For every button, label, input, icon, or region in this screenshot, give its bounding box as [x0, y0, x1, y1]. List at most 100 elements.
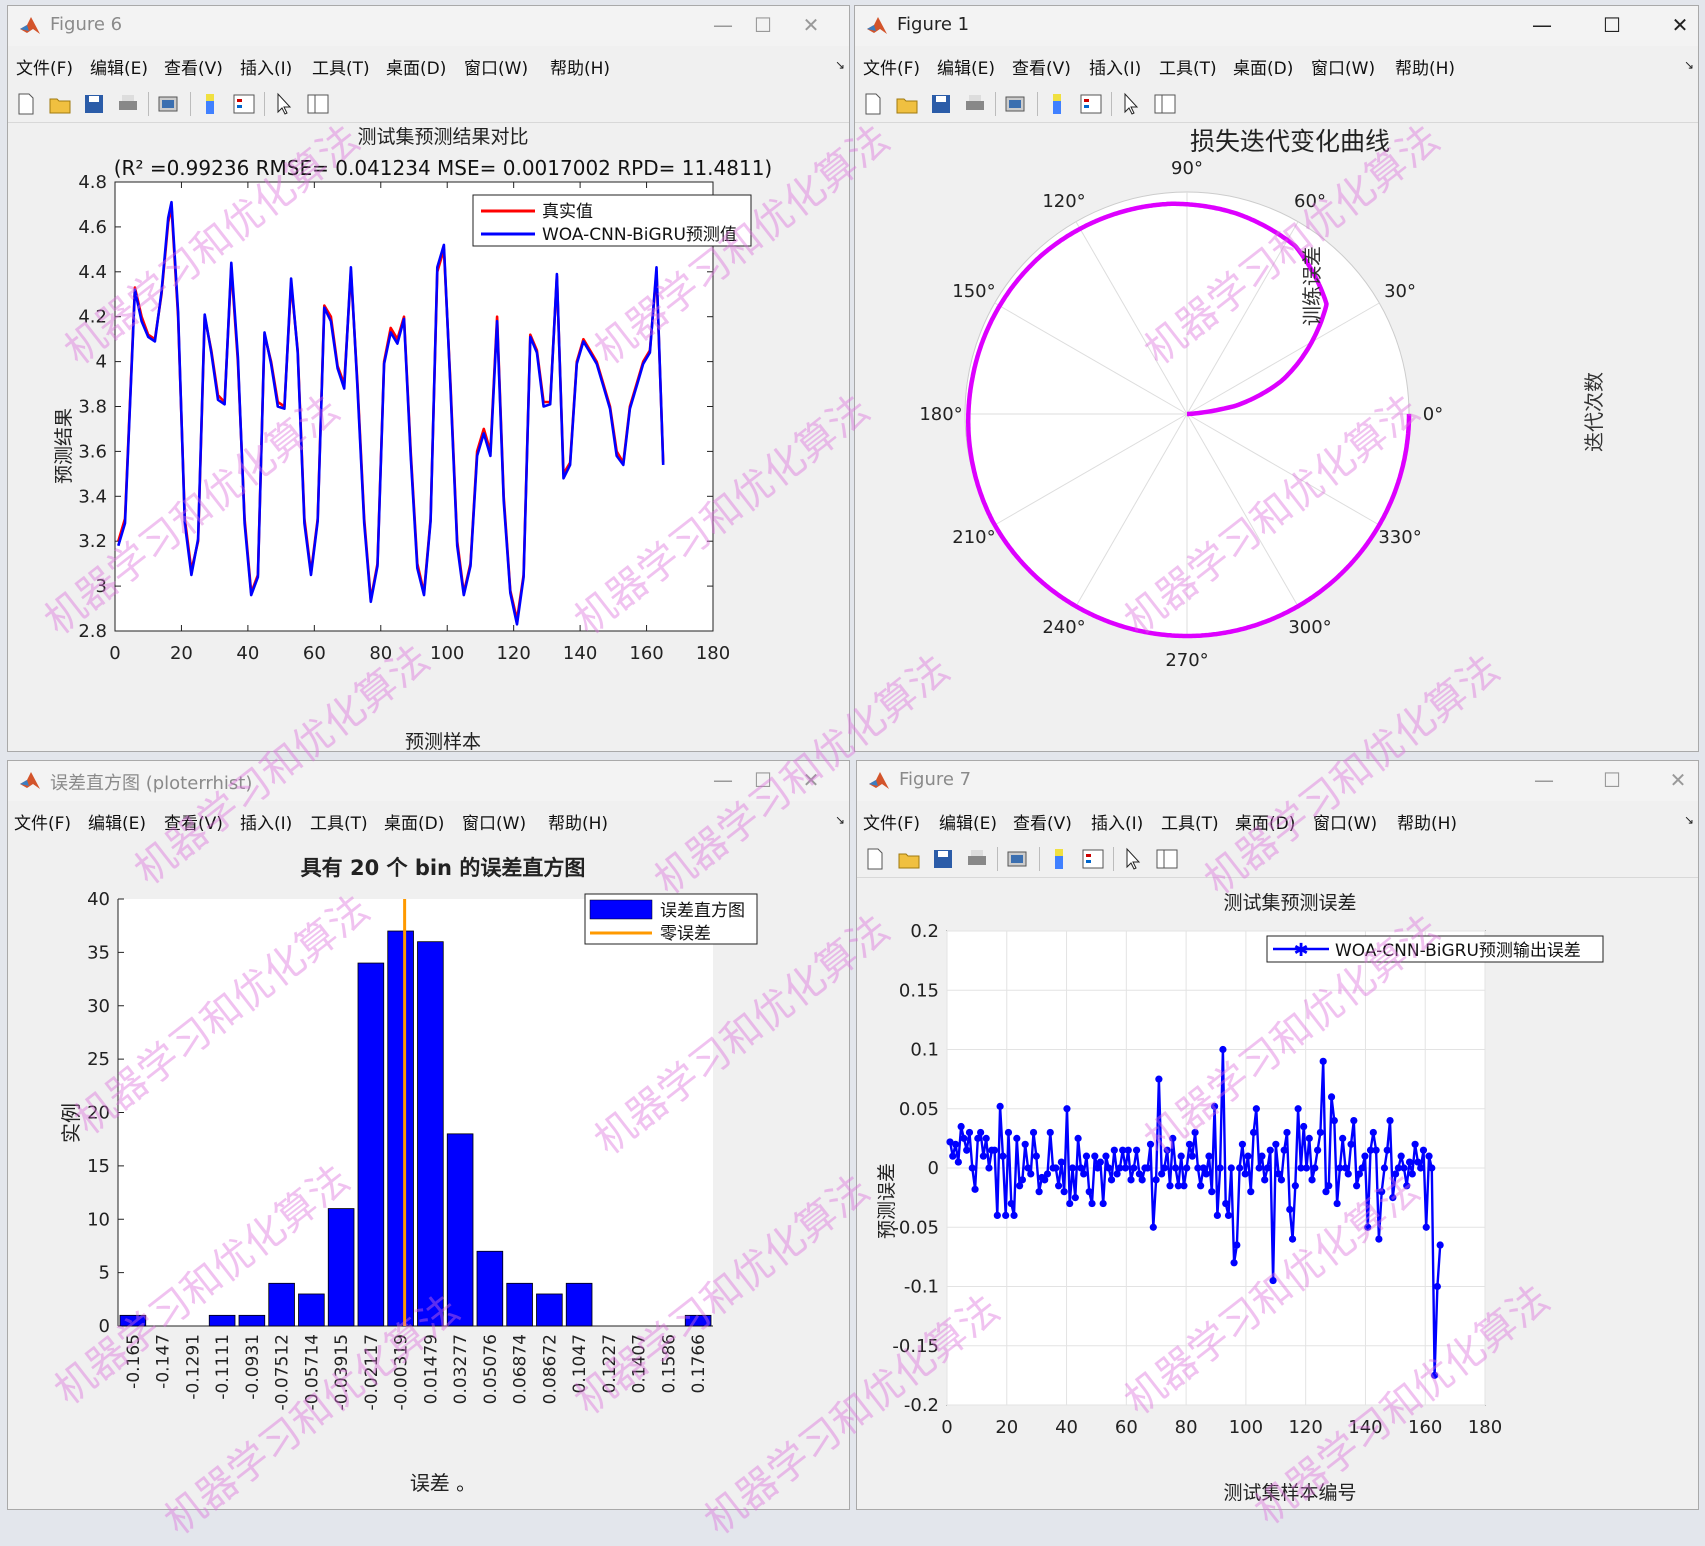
histogram-bar — [298, 1293, 325, 1327]
open-file-icon[interactable] — [897, 847, 921, 871]
legend-icon[interactable] — [232, 92, 256, 116]
menu-window[interactable]: 窗口(W) — [1311, 59, 1376, 79]
figure6-titlebar[interactable]: Figure 6 — ☐ ✕ — [8, 6, 849, 46]
new-figure-icon[interactable] — [861, 92, 885, 116]
close-button[interactable]: ✕ — [1669, 768, 1687, 792]
close-button[interactable]: ✕ — [802, 768, 820, 792]
figure7-titlebar[interactable]: Figure 7 — ☐ ✕ — [857, 761, 1698, 801]
figure1-titlebar[interactable]: Figure 1 — ☐ ✕ — [855, 6, 1698, 46]
menu-file[interactable]: 文件(F) — [863, 59, 921, 79]
menubar-dock-arrow-icon[interactable]: ↘ — [1683, 58, 1694, 72]
menu-help[interactable]: 帮助(H) — [550, 59, 611, 79]
menu-edit[interactable]: 编辑(E) — [937, 59, 996, 79]
colorbar-icon[interactable] — [1045, 92, 1069, 116]
print-icon[interactable] — [965, 847, 989, 871]
pointer-icon[interactable] — [1121, 847, 1145, 871]
legend-icon[interactable] — [1079, 92, 1103, 116]
menu-tools[interactable]: 工具(T) — [1161, 814, 1219, 834]
colorbar-icon[interactable] — [198, 92, 222, 116]
matlab-logo-icon — [869, 772, 889, 789]
property-inspector-icon[interactable] — [1153, 92, 1177, 116]
menu-view[interactable]: 查看(V) — [164, 814, 223, 834]
maximize-button[interactable]: ☐ — [1603, 768, 1621, 792]
error-point — [1135, 1170, 1143, 1178]
menu-desktop[interactable]: 桌面(D) — [1233, 59, 1294, 79]
loss-polar-chart[interactable]: 0° 30° 60° 90° 120° 150° 180° 210° 240° 270° 300° 3… — [855, 124, 1699, 751]
legend[interactable]: ✱ WOA-CNN-BiGRU预测输出误差 — [1266, 935, 1604, 963]
error-point — [1029, 1128, 1038, 1137]
menu-edit[interactable]: 编辑(E) — [939, 814, 998, 834]
menu-insert[interactable]: 插入(I) — [240, 59, 293, 79]
menubar-dock-arrow-icon[interactable]: ↘ — [834, 58, 845, 72]
prediction-error-chart[interactable]: 0 20 40 60 80 100 120 140 160 180 -0.2 -0.15 -0.1 -0.… — [857, 879, 1699, 1509]
error-point — [1403, 1182, 1411, 1190]
error-histogram-chart[interactable]: 0 5 10 15 20 25 30 35 40 -0.165 -0.147 -0.1291 -0.11… — [8, 841, 850, 1509]
menu-insert[interactable]: 插入(I) — [240, 814, 293, 834]
legend[interactable]: 误差直方图 零误差 — [584, 893, 758, 945]
error-point — [1091, 1152, 1099, 1160]
error-point — [1213, 1211, 1221, 1219]
menu-file[interactable]: 文件(F) — [16, 59, 74, 79]
open-file-icon[interactable] — [895, 92, 919, 116]
minimize-button[interactable]: — — [713, 13, 733, 37]
pointer-icon[interactable] — [1119, 92, 1143, 116]
legend[interactable]: 真实值 WOA-CNN-BiGRU预测值 — [472, 194, 752, 247]
menu-help[interactable]: 帮助(H) — [1397, 814, 1458, 834]
menu-desktop[interactable]: 桌面(D) — [386, 59, 447, 79]
menubar-dock-arrow-icon[interactable]: ↘ — [834, 813, 845, 827]
menu-window[interactable]: 窗口(W) — [1313, 814, 1378, 834]
maximize-button[interactable]: ☐ — [754, 13, 772, 37]
colorbar-icon[interactable] — [1047, 847, 1071, 871]
error-point — [1336, 1164, 1344, 1172]
close-button[interactable]: ✕ — [1671, 13, 1689, 37]
menu-help[interactable]: 帮助(H) — [548, 814, 609, 834]
print-icon[interactable] — [963, 92, 987, 116]
menu-edit[interactable]: 编辑(E) — [90, 59, 149, 79]
error-point — [1199, 1164, 1208, 1172]
menu-edit[interactable]: 编辑(E) — [88, 814, 147, 834]
save-icon[interactable] — [929, 92, 953, 116]
minimize-button[interactable]: — — [1532, 13, 1552, 37]
legend-icon[interactable] — [1081, 847, 1105, 871]
menu-tools[interactable]: 工具(T) — [312, 59, 370, 79]
error-point — [1082, 1152, 1091, 1160]
link-plot-icon[interactable] — [1005, 847, 1029, 871]
error-point — [1436, 1241, 1444, 1249]
menu-view[interactable]: 查看(V) — [1012, 59, 1071, 79]
new-figure-icon[interactable] — [863, 847, 887, 871]
print-icon[interactable] — [116, 92, 140, 116]
error-point — [1372, 1146, 1380, 1154]
menubar-dock-arrow-icon[interactable]: ↘ — [1683, 813, 1694, 827]
close-button[interactable]: ✕ — [802, 13, 820, 37]
menu-file[interactable]: 文件(F) — [863, 814, 921, 834]
menu-tools[interactable]: 工具(T) — [310, 814, 368, 834]
new-figure-icon[interactable] — [14, 92, 38, 116]
error-point — [971, 1185, 979, 1193]
property-inspector-icon[interactable] — [306, 92, 330, 116]
menu-insert[interactable]: 插入(I) — [1091, 814, 1144, 834]
maximize-button[interactable]: ☐ — [754, 768, 772, 792]
menu-tools[interactable]: 工具(T) — [1159, 59, 1217, 79]
minimize-button[interactable]: — — [1534, 768, 1554, 792]
menu-help[interactable]: 帮助(H) — [1395, 59, 1456, 79]
menu-desktop[interactable]: 桌面(D) — [1235, 814, 1296, 834]
save-icon[interactable] — [82, 92, 106, 116]
open-file-icon[interactable] — [48, 92, 72, 116]
link-plot-icon[interactable] — [1003, 92, 1027, 116]
prediction-comparison-chart[interactable]: 0 20 40 60 80 100 120 140 160 180 2.8 3 3.2 3.4 3.6 3.8… — [8, 124, 850, 751]
x-axis-label: 预测样本 — [405, 731, 481, 751]
errhist-titlebar[interactable]: 误差直方图 (ploterrhist) — ☐ ✕ — [8, 761, 849, 801]
menu-desktop[interactable]: 桌面(D) — [384, 814, 445, 834]
save-icon[interactable] — [931, 847, 955, 871]
link-plot-icon[interactable] — [156, 92, 180, 116]
menu-insert[interactable]: 插入(I) — [1089, 59, 1142, 79]
minimize-button[interactable]: — — [713, 768, 733, 792]
property-inspector-icon[interactable] — [1155, 847, 1179, 871]
menu-file[interactable]: 文件(F) — [14, 814, 72, 834]
menu-view[interactable]: 查看(V) — [1013, 814, 1072, 834]
pointer-icon[interactable] — [272, 92, 296, 116]
menu-view[interactable]: 查看(V) — [164, 59, 223, 79]
maximize-button[interactable]: ☐ — [1603, 13, 1621, 37]
menu-window[interactable]: 窗口(W) — [464, 59, 529, 79]
menu-window[interactable]: 窗口(W) — [462, 814, 527, 834]
